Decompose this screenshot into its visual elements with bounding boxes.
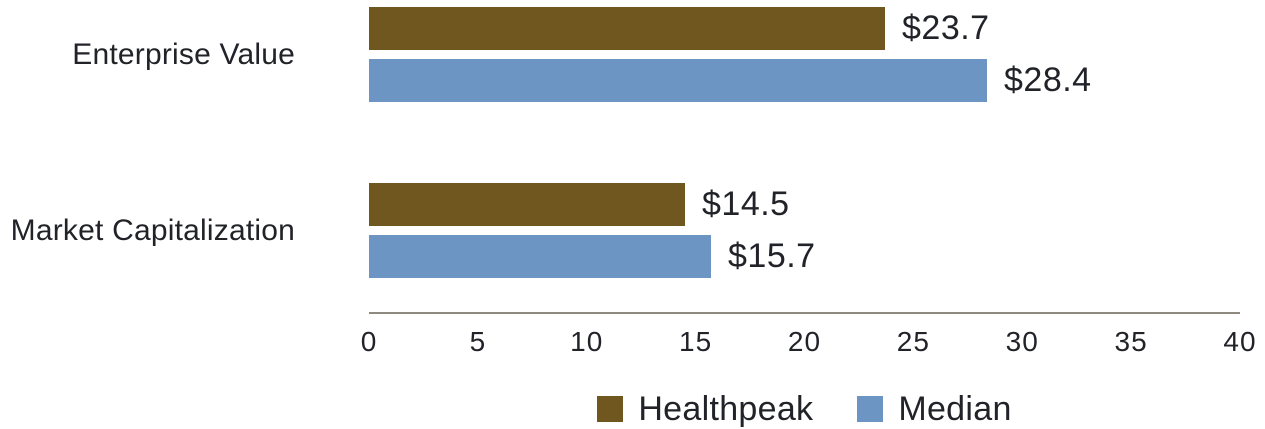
bar-median-enterprise-value: [369, 59, 987, 102]
x-tick-20: 20: [787, 326, 822, 357]
bar-median-market-capitalization: [369, 235, 711, 278]
legend-label-median: Median: [898, 389, 1012, 428]
x-tick-35: 35: [1114, 326, 1148, 357]
legend-item-healthpeak: Healthpeak: [597, 392, 813, 426]
bar-healthpeak-market-capitalization: [369, 183, 685, 226]
x-tick-25: 25: [896, 326, 930, 357]
x-tick-15: 15: [679, 326, 713, 357]
bar-healthpeak-enterprise-value: [369, 7, 885, 50]
x-axis-line: [369, 312, 1240, 314]
value-label-healthpeak-enterprise-value: $23.7: [902, 9, 990, 47]
legend-swatch-healthpeak: [597, 395, 624, 422]
x-tick-0: 0: [360, 326, 378, 357]
category-label-market-capitalization: Market Capitalization: [10, 213, 295, 247]
x-tick-10: 10: [570, 326, 604, 357]
legend-item-median: Median: [857, 392, 1011, 426]
x-tick-40: 40: [1223, 326, 1257, 357]
x-tick-30: 30: [1005, 326, 1039, 357]
x-tick-5: 5: [469, 326, 487, 357]
category-label-enterprise-value: Enterprise Value: [72, 37, 295, 71]
value-label-median-market-capitalization: $15.7: [728, 237, 816, 275]
value-label-median-enterprise-value: $28.4: [1004, 61, 1092, 99]
legend-label-healthpeak: Healthpeak: [638, 389, 814, 428]
legend: Healthpeak Median: [369, 392, 1240, 426]
legend-swatch-median: [857, 395, 884, 422]
value-label-healthpeak-market-capitalization: $14.5: [702, 185, 790, 223]
